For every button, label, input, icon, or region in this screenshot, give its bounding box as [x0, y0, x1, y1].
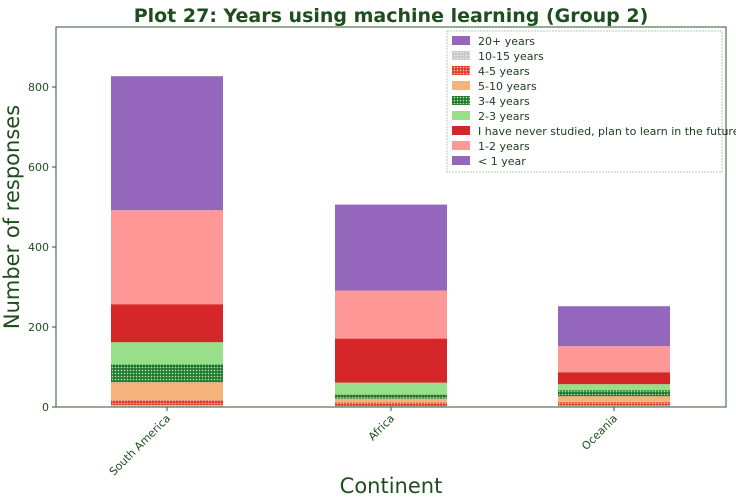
- bar-hatch-oceania-3-4-years: [558, 390, 670, 397]
- bar-oceania-5-10-years: [558, 396, 670, 403]
- bar-hatch-africa-10-15-years: [335, 405, 447, 407]
- bar-hatch-africa-4-5-years: [335, 402, 447, 406]
- bar-hatch-south-america-10-15-years: [111, 405, 223, 407]
- bar-south-america-1-2-years: [111, 210, 223, 305]
- legend-label-20-years: 20+ years: [478, 35, 535, 48]
- x-axis-ticks: South America Africa Oceania: [107, 407, 620, 478]
- legend: 20+ years 10-15 years 4-5 years 5-10 years 3…: [446, 30, 736, 173]
- y-tick-label: 800: [28, 81, 49, 94]
- bar-hatch-south-america-4-5-years: [111, 400, 223, 405]
- y-tick-label: 0: [42, 401, 49, 414]
- y-axis-label: Number of responses: [0, 105, 24, 329]
- bar-hatch-oceania-4-5-years: [558, 402, 670, 406]
- legend-swatch-1-year: [452, 156, 470, 165]
- legend-swatch-hatch-3-4-years: [452, 96, 470, 105]
- bar-africa-5-10-years: [335, 398, 447, 403]
- legend-label-5-10-years: 5-10 years: [478, 80, 537, 93]
- legend-label-10-15-years: 10-15 years: [478, 50, 544, 63]
- y-tick-label: 200: [28, 321, 49, 334]
- y-axis-ticks: 0 200 400 600 800: [28, 81, 56, 414]
- bar-oceania-i-have-never-studied-plan-to-learn-in-the-future: [558, 372, 670, 385]
- bar-oceania-2-3-years: [558, 384, 670, 391]
- legend-swatch-20-years: [452, 36, 470, 45]
- bar-hatch-africa-3-4-years: [335, 394, 447, 399]
- bars-group: [111, 76, 670, 407]
- legend-swatch-1-2-years: [452, 141, 470, 150]
- bar-africa-1-2-years: [335, 290, 447, 339]
- legend-label-2-3-years: 2-3 years: [478, 110, 530, 123]
- legend-swatch-hatch-10-15-years: [452, 51, 470, 60]
- bar-oceania-1-year: [558, 306, 670, 347]
- legend-swatch-i-have-never-studied-plan-to-learn-in-the-future: [452, 126, 470, 135]
- legend-swatch-hatch-4-5-years: [452, 66, 470, 75]
- x-axis-label: Continent: [340, 474, 443, 498]
- legend-frame: [446, 30, 723, 173]
- bar-africa-1-year: [335, 204, 447, 291]
- bar-africa-2-3-years: [335, 382, 447, 395]
- bar-oceania-1-2-years: [558, 346, 670, 373]
- y-tick-label: 600: [28, 161, 49, 174]
- legend-label-1-year: < 1 year: [478, 155, 526, 168]
- legend-swatch-2-3-years: [452, 111, 470, 120]
- y-tick-label: 400: [28, 241, 49, 254]
- legend-swatch-5-10-years: [452, 81, 470, 90]
- bar-africa-i-have-never-studied-plan-to-learn-in-the-future: [335, 338, 447, 383]
- bar-south-america-1-year: [111, 76, 223, 211]
- chart-title: Plot 27: Years using machine learning (G…: [134, 5, 649, 27]
- x-tick-label-oceania: Oceania: [579, 412, 620, 453]
- legend-label-1-2-years: 1-2 years: [478, 140, 530, 153]
- legend-label-3-4-years: 3-4 years: [478, 95, 530, 108]
- x-tick-label-africa: Africa: [366, 412, 397, 443]
- legend-label-i-have-never-studied-plan-to-learn-in-the-future: I have never studied, plan to learn in t…: [478, 125, 736, 138]
- bar-south-america-5-10-years: [111, 382, 223, 401]
- bar-hatch-south-america-3-4-years: [111, 364, 223, 383]
- bar-hatch-oceania-10-15-years: [558, 405, 670, 407]
- bar-south-america-2-3-years: [111, 342, 223, 365]
- legend-label-4-5-years: 4-5 years: [478, 65, 530, 78]
- bar-south-america-i-have-never-studied-plan-to-learn-in-the-future: [111, 304, 223, 343]
- x-tick-label-south-america: South America: [107, 412, 173, 478]
